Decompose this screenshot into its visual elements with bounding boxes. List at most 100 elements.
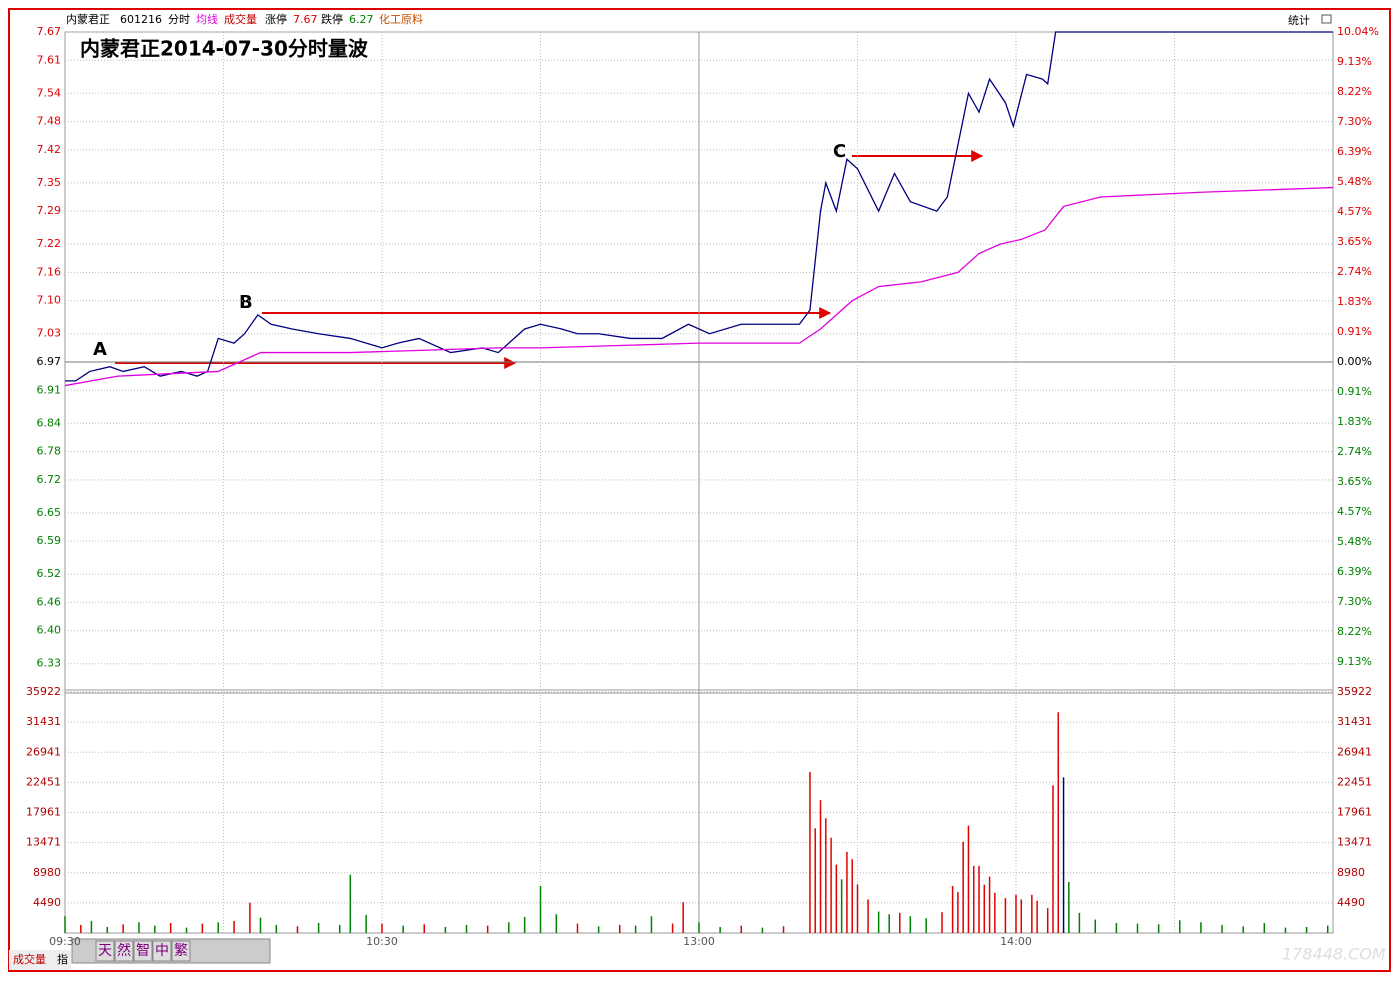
y2-tick-label: 2.74% [1337,445,1372,458]
vol-tick-label: 13471 [26,836,61,849]
y-tick-label: 7.42 [37,143,62,156]
label-b: B [239,292,253,313]
y-tick-label: 7.48 [37,115,62,128]
legend-price: 分时 [168,13,190,26]
stock-name: 内蒙君正 [66,12,110,26]
toolbar-button[interactable] [133,940,153,962]
y-tick-label: 6.84 [37,416,62,429]
y2-tick-label: 3.65% [1337,235,1372,248]
price-line [65,31,1333,382]
restore-icon[interactable] [1321,14,1332,24]
tab-volume[interactable]: 成交量 [13,952,46,966]
toolbar-button[interactable] [95,940,115,962]
toolbar-button-label: 然 [117,942,131,959]
vol-tick-label: 26941 [26,745,61,758]
y2-tick-label: 2.74% [1337,265,1372,278]
y2-tick-label: 7.30% [1337,115,1372,128]
stats-button[interactable]: 统计 [1288,14,1310,27]
vol-tick-label-right: 8980 [1337,866,1365,879]
toolbar-button-label: 智 [136,943,150,959]
y-tick-label: 6.52 [37,567,62,580]
x-tick-label: 09:30 [49,935,81,948]
vol-tick-label: 22451 [26,775,61,788]
toolbar-button-label: 中 [155,943,169,959]
vol-tick-label: 17961 [26,806,61,819]
y2-tick-label: 0.00% [1337,355,1372,368]
label-c: C [833,141,846,162]
y2-tick-label: 1.83% [1337,295,1372,308]
legend-avg: 均线 [196,12,218,26]
y-tick-label: 7.61 [37,53,62,66]
y2-tick-label: 3.65% [1337,475,1372,488]
stock-code: 601216 [120,13,162,26]
y-tick-label: 7.54 [37,86,62,99]
vol-tick-label-right: 13471 [1337,836,1372,849]
limit-down-label: 跌停 [321,12,343,26]
y-tick-label: 7.03 [37,327,62,340]
vol-tick-label-right: 26941 [1337,745,1372,758]
y2-tick-label: 10.04% [1337,25,1379,38]
toolbar-button[interactable] [171,940,191,962]
y-tick-label: 6.59 [37,534,62,547]
y2-tick-label: 8.22% [1337,625,1372,638]
y2-tick-label: 4.57% [1337,205,1372,218]
y-tick-label: 6.46 [37,595,62,608]
limit-up-label: 涨停 [265,12,287,26]
y2-tick-label: 4.57% [1337,505,1372,518]
vol-tick-label-right: 17961 [1337,806,1372,819]
avg-line [64,186,1334,387]
y2-tick-label: 0.91% [1337,385,1372,398]
y-tick-label: 7.67 [37,25,62,38]
vol-tick-label: 35922 [26,685,61,698]
watermark: 178448.COM [1282,945,1386,964]
legend-volume: 成交量 [224,12,257,26]
y2-tick-label: 9.13% [1337,55,1372,68]
sector: 化工原料 [379,12,423,26]
y2-tick-label: 1.83% [1337,415,1372,428]
y-tick-label: 7.22 [37,237,62,250]
y2-tick-label: 7.30% [1337,595,1372,608]
y-tick-label: 7.29 [37,204,62,217]
y-tick-label: 6.33 [37,657,62,670]
toolbar-button-label: 繁 [174,943,188,959]
x-tick-label: 13:00 [683,935,715,948]
y-tick-label: 7.16 [37,265,62,278]
limit-up: 7.67 [293,13,318,26]
y2-tick-label: 9.13% [1337,655,1372,668]
vol-tick-label-right: 4490 [1337,896,1365,909]
y2-tick-label: 8.22% [1337,85,1372,98]
y-tick-label: 6.65 [37,506,62,519]
toolbar-button-label: 天 [98,943,112,959]
y-tick-label: 7.35 [37,176,62,189]
y-tick-label: 6.72 [37,473,62,486]
vol-tick-label: 31431 [26,715,61,728]
y2-tick-label: 0.91% [1337,325,1372,338]
toolbar-button[interactable] [114,940,134,962]
x-tick-label: 10:30 [366,935,398,948]
tab[interactable] [9,950,71,970]
y-tick-label: 6.91 [37,383,62,396]
vol-tick-label-right: 22451 [1337,775,1372,788]
y-tick-label: 6.97 [37,355,62,368]
annotation-title: 内蒙君正2014-07-30分时量波 [80,37,369,61]
y-tick-label: 7.10 [37,294,62,307]
label-a: A [93,339,107,360]
vol-tick-label: 4490 [33,896,61,909]
y-tick-label: 6.78 [37,445,62,458]
y2-tick-label: 5.48% [1337,535,1372,548]
vol-tick-label-right: 35922 [1337,685,1372,698]
toolbar-button[interactable] [152,940,172,962]
limit-down: 6.27 [349,13,374,26]
y2-tick-label: 5.48% [1337,175,1372,188]
vol-tick-label-right: 31431 [1337,715,1372,728]
vol-tick-label: 8980 [33,866,61,879]
y2-tick-label: 6.39% [1337,565,1372,578]
toolbar: 天然智中繁 [71,938,271,964]
y-tick-label: 6.40 [37,624,62,637]
arrows [115,150,984,369]
x-tick-label: 14:00 [1000,935,1032,948]
tab-index[interactable]: 指 [57,952,68,966]
y2-tick-label: 6.39% [1337,145,1372,158]
